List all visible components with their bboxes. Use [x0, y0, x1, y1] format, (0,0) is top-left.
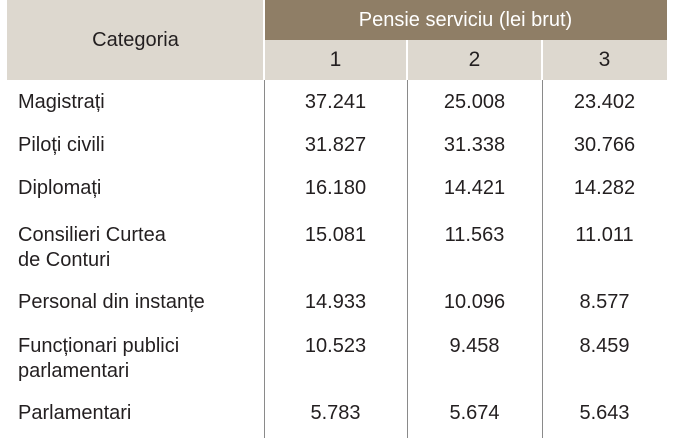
header-divider [406, 40, 408, 80]
row-value-2: 14.421 [443, 177, 506, 199]
row-category: Personal din instanțe [18, 291, 205, 313]
row-value-3: 11.011 [575, 224, 634, 246]
row-value-3: 23.402 [573, 91, 636, 113]
row-value-1: 31.827 [304, 134, 367, 156]
column-header-1-label: 1 [329, 48, 342, 71]
category-header-label: Categoria [92, 28, 179, 51]
row-category: Diplomați [18, 177, 102, 199]
row-value-1: 5.783 [310, 402, 361, 424]
column-header-3-label: 3 [598, 48, 611, 71]
row-value-1: 37.241 [304, 91, 367, 113]
pension-group-header-label: Pensie serviciu (lei brut) [358, 8, 573, 31]
row-category: Piloți civili [18, 134, 105, 156]
header-divider [263, 0, 265, 80]
row-value-3: 14.282 [573, 177, 636, 199]
pension-group-header: Pensie serviciu (lei brut) [264, 0, 667, 40]
column-divider [542, 80, 543, 438]
row-value-2: 31.338 [443, 134, 506, 156]
row-value-2: 9.458 [449, 335, 500, 357]
row-value-1: 15.081 [304, 224, 367, 246]
row-value-3: 5.643 [579, 402, 630, 424]
column-divider [407, 80, 408, 438]
column-header-2: 2 [407, 40, 542, 80]
row-value-1: 14.933 [304, 291, 367, 313]
category-header: Categoria [7, 0, 264, 80]
row-value-2: 10.096 [443, 291, 506, 313]
column-divider [264, 80, 265, 438]
row-category: Magistrați [18, 91, 105, 113]
column-header-3: 3 [542, 40, 667, 80]
row-value-2: 5.674 [449, 402, 500, 424]
row-value-2: 11.563 [444, 224, 505, 246]
row-value-2: 25.008 [443, 91, 506, 113]
row-category: Funcționari publici parlamentari [18, 335, 180, 382]
row-category: Parlamentari [18, 402, 132, 424]
row-value-3: 8.459 [579, 335, 630, 357]
row-value-3: 30.766 [573, 134, 636, 156]
column-header-2-label: 2 [468, 48, 481, 71]
row-value-3: 8.577 [579, 291, 630, 313]
row-value-1: 16.180 [304, 177, 367, 199]
row-category: Consilieri Curtea de Conturi [18, 224, 166, 271]
row-value-1: 10.523 [304, 335, 367, 357]
column-header-1: 1 [264, 40, 407, 80]
header-divider [541, 40, 543, 80]
